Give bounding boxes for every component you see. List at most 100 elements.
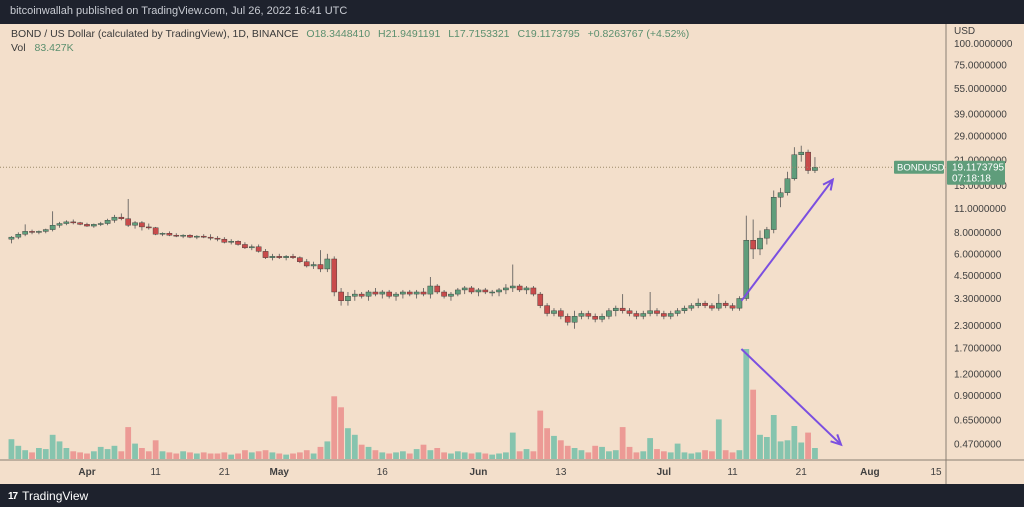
volume-bar [660, 451, 667, 459]
price-tick-label: 0.9000000 [954, 391, 1002, 402]
candle [434, 284, 441, 295]
candle-body [400, 291, 406, 295]
last-price-tag-bg [947, 160, 1005, 185]
candle-body [558, 310, 564, 317]
volume-bar [296, 452, 303, 459]
volume-bar [132, 443, 138, 459]
volume-bar [345, 428, 351, 459]
candle [606, 308, 612, 320]
candle-body [551, 310, 557, 314]
candle [187, 234, 193, 239]
candle [640, 310, 647, 320]
candle-body [70, 221, 77, 224]
candle [400, 289, 406, 299]
time-tick-label: 13 [555, 467, 567, 478]
candle [578, 310, 585, 320]
candle-body [667, 313, 674, 317]
candle [475, 287, 482, 297]
candle-body [8, 236, 15, 240]
volume-bar [530, 451, 537, 459]
candle [633, 310, 640, 320]
candle-body [715, 302, 722, 309]
volume-bar [551, 435, 557, 459]
volume-bar [729, 452, 736, 459]
volume-bar [193, 453, 200, 459]
candle [667, 310, 674, 320]
candle [805, 149, 811, 174]
candle-body [324, 258, 331, 270]
candle [770, 190, 777, 234]
candle-body [132, 222, 138, 226]
volume-bars [8, 349, 818, 459]
candle-body [104, 220, 111, 224]
volume-bar [331, 396, 338, 459]
candle [248, 244, 255, 251]
volume-bar [626, 446, 633, 459]
candle-body [166, 233, 173, 236]
up-trend-arrow-line [740, 179, 834, 302]
legend-close: C19.1173795 [517, 28, 579, 40]
volume-bar [125, 427, 132, 459]
candle [681, 305, 688, 314]
candle-body [406, 291, 413, 295]
time-tick-label: 15 [930, 467, 942, 478]
tradingview-logo[interactable]: 17 TradingView [8, 488, 88, 504]
price-chart[interactable]: 100.0000000 75.0000000 55.0000000 39.000000… [0, 24, 1024, 484]
candle-body [77, 222, 83, 225]
volume-bar [221, 452, 228, 459]
volume-bar [592, 445, 599, 459]
volume-bar [674, 443, 681, 459]
volume-bar [70, 451, 77, 459]
candle [15, 232, 22, 240]
volume-bar [695, 452, 702, 459]
legend-symbol: BOND / US Dollar (calculated by TradingV… [11, 28, 299, 40]
volume-bar [214, 453, 221, 459]
candle-body [145, 226, 152, 229]
volume-bar [743, 349, 750, 459]
candle [523, 286, 530, 295]
candle [674, 308, 681, 317]
price-tick-label: 8.0000000 [954, 228, 1002, 239]
volume-bar [365, 446, 372, 459]
volume-bar [715, 419, 722, 459]
candle-body [152, 227, 159, 235]
time-axis-ticks: Apr 11 21 May 16 Jun 13 Jul 11 21 Aug 15 [78, 467, 942, 478]
tradingview-logo-icon: 17 [8, 490, 18, 502]
volume-bar [647, 438, 654, 459]
candle-body [764, 229, 770, 239]
candle [84, 222, 90, 227]
candle [372, 287, 379, 297]
volume-bar [372, 450, 379, 459]
candle-body [200, 235, 207, 238]
volume-bar [139, 448, 145, 459]
candle [798, 145, 805, 162]
volume-bar [503, 452, 509, 459]
volume-bar [599, 446, 605, 459]
legend-low: L17.7153321 [448, 28, 509, 40]
volume-bar [248, 452, 255, 459]
candle [729, 303, 736, 311]
volume-bar [640, 451, 647, 459]
volume-bar [283, 454, 290, 459]
candle-body [530, 287, 537, 295]
candle [317, 250, 324, 273]
volume-bar [262, 450, 269, 459]
volume-bar [187, 452, 193, 459]
volume-bar [118, 451, 125, 459]
price-tick-label: 1.7000000 [954, 344, 1002, 355]
candle [379, 289, 386, 299]
candle-body [97, 223, 104, 225]
publisher-bar: bitcoinwallah published on TradingView.c… [0, 0, 1024, 24]
price-tick-label: 11.0000000 [954, 204, 1007, 215]
time-tick-label: 11 [727, 467, 738, 478]
volume-down-arrow-head [830, 434, 843, 447]
volume-bar [633, 452, 640, 459]
candle [551, 308, 557, 317]
volume-bar [537, 410, 544, 459]
candle [194, 235, 200, 240]
candle [585, 310, 592, 320]
candle [166, 231, 173, 237]
volume-bar [770, 415, 777, 459]
candle-body [482, 289, 489, 293]
candle-body [84, 224, 90, 227]
